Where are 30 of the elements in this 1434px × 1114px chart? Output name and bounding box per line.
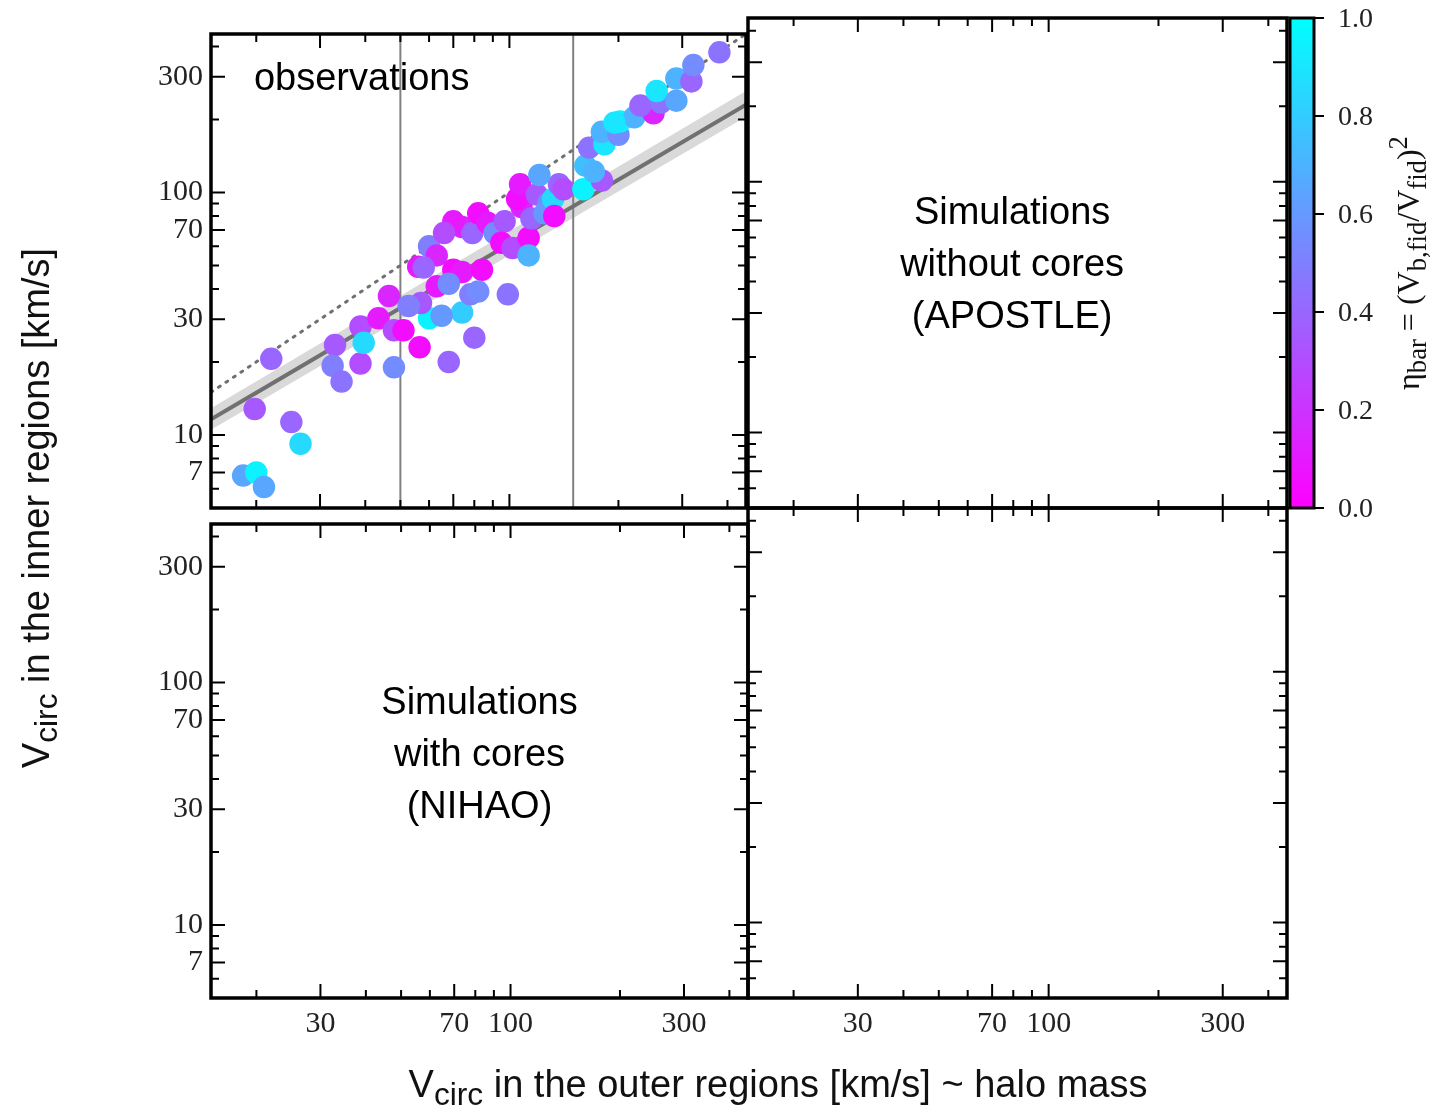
x-tick-label: 70 (977, 1004, 1008, 1038)
color-bar-label: 0.6 (1338, 198, 1373, 230)
y-tick-label: 300 (158, 547, 203, 581)
color-bar-label: 0.2 (1338, 394, 1373, 426)
y-tick-label: 300 (158, 57, 203, 91)
x-tick-label: 100 (1026, 1004, 1072, 1038)
y-tick-label: 10 (173, 415, 203, 449)
color-bar-label: 1.0 (1338, 2, 1373, 34)
color-bar-label: 0.8 (1338, 100, 1373, 132)
y-tick-label: 70 (173, 210, 203, 244)
x-tick-label: 300 (661, 1004, 707, 1038)
y-tick-label: 100 (158, 663, 203, 697)
y-tick-label: 7 (188, 453, 203, 487)
x-tick-label: 300 (1200, 1004, 1246, 1038)
x-tick-label: 70 (439, 1004, 470, 1038)
annotation: observations (253, 54, 470, 100)
annotation: Simulations with cores (NIHAO) (381, 678, 578, 828)
x-tick-label: 30 (305, 1004, 336, 1038)
y-tick-label: 7 (188, 943, 203, 977)
y-tick-label: 30 (173, 300, 203, 334)
x-tick-label: 100 (488, 1004, 534, 1038)
color-bar-label: 0.4 (1338, 296, 1373, 328)
color-bar-label: 0.0 (1338, 492, 1373, 524)
y-tick-label: 100 (158, 173, 203, 207)
x-tick-label: 30 (842, 1004, 873, 1038)
y-tick-label: 70 (173, 700, 203, 734)
y-tick-label: 30 (173, 790, 203, 824)
x-axis-title: V$_{circ}$ in the outer regions [km/s] ~ halo mass (408, 1062, 1148, 1114)
y-tick-label: 10 (173, 905, 203, 939)
text: Simulations without cores (APOSTLE) (900, 188, 1125, 338)
